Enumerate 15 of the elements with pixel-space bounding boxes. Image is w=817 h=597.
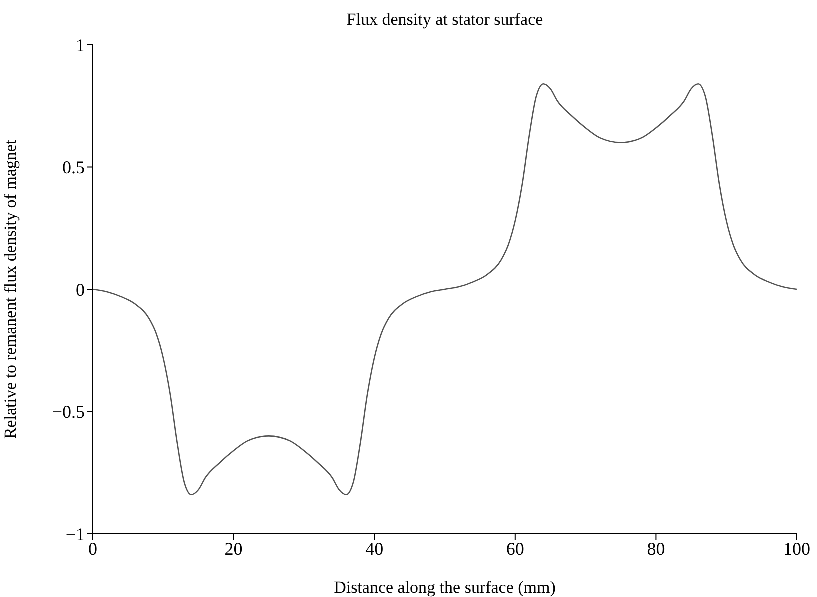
y-tick-label: 0 [76, 280, 85, 300]
x-tick-label: 60 [506, 538, 524, 559]
x-tick-label: 20 [224, 538, 243, 559]
x-tick-label: 0 [88, 538, 98, 559]
y-tick-label: 1 [76, 35, 85, 56]
x-tick-label: 40 [366, 538, 384, 559]
y-tick-label: 0.5 [62, 158, 85, 178]
y-tick-label: −0.5 [52, 402, 85, 422]
x-axis-title: Distance along the surface (mm) [334, 578, 556, 597]
line-series [93, 83, 797, 496]
x-tick-label: 100 [784, 538, 810, 559]
chart-title: Flux density at stator surface [346, 10, 544, 30]
y-axis-title: Relative to remanent flux density of magnet [1, 140, 20, 440]
x-tick-label: 80 [647, 538, 666, 559]
y-tick-label: −1 [66, 524, 85, 544]
